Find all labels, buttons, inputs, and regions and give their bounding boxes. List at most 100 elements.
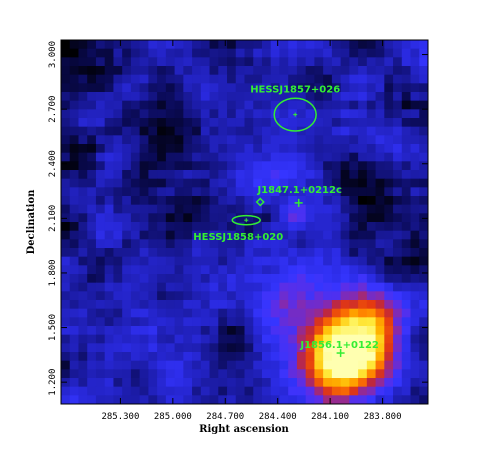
map-pixel bbox=[331, 343, 342, 353]
map-pixel bbox=[157, 83, 167, 93]
map-pixel bbox=[261, 352, 272, 362]
map-pixel bbox=[349, 334, 359, 344]
map-pixel bbox=[192, 161, 202, 171]
map-pixel bbox=[130, 83, 141, 93]
map-pixel bbox=[401, 92, 412, 102]
map-pixel bbox=[61, 204, 71, 214]
map-pixel bbox=[174, 222, 184, 232]
map-pixel bbox=[61, 135, 71, 145]
map-pixel bbox=[305, 204, 316, 214]
map-pixel bbox=[375, 135, 385, 145]
map-pixel bbox=[174, 83, 184, 93]
map-pixel bbox=[314, 291, 324, 301]
map-pixel bbox=[157, 395, 167, 404]
map-pixel bbox=[183, 300, 193, 310]
map-pixel bbox=[314, 57, 324, 67]
map-pixel bbox=[209, 135, 219, 145]
map-pixel bbox=[130, 178, 141, 188]
map-pixel bbox=[78, 170, 88, 180]
map-pixel bbox=[157, 256, 167, 266]
map-pixel bbox=[419, 135, 428, 145]
map-pixel bbox=[104, 395, 115, 404]
map-pixel bbox=[174, 248, 184, 258]
map-pixel bbox=[78, 334, 88, 344]
map-pixel bbox=[165, 222, 176, 232]
map-pixel bbox=[340, 144, 350, 154]
map-pixel bbox=[87, 256, 97, 266]
map-pixel bbox=[375, 326, 385, 336]
map-pixel bbox=[349, 204, 359, 214]
map-pixel bbox=[209, 170, 219, 180]
map-pixel bbox=[104, 204, 115, 214]
map-pixel bbox=[279, 334, 289, 344]
map-pixel bbox=[192, 74, 202, 84]
map-pixel bbox=[113, 135, 123, 145]
map-pixel bbox=[95, 161, 106, 171]
map-pixel bbox=[279, 256, 289, 266]
map-pixel bbox=[174, 378, 184, 388]
map-pixel bbox=[314, 204, 324, 214]
map-pixel bbox=[69, 222, 80, 232]
source-label: HESSJ1857+026 bbox=[250, 85, 340, 96]
map-pixel bbox=[296, 230, 307, 240]
map-pixel bbox=[393, 178, 403, 188]
map-pixel bbox=[209, 144, 219, 154]
map-pixel bbox=[61, 300, 71, 310]
map-pixel bbox=[235, 300, 246, 310]
map-pixel bbox=[157, 274, 167, 284]
map-pixel bbox=[279, 213, 289, 223]
map-pixel bbox=[331, 213, 342, 223]
map-pixel bbox=[78, 222, 88, 232]
map-pixel bbox=[200, 196, 211, 206]
map-pixel bbox=[366, 378, 377, 388]
map-pixel bbox=[165, 378, 176, 388]
map-pixel bbox=[174, 343, 184, 353]
x-tick-label: 285.000 bbox=[154, 412, 192, 422]
map-pixel bbox=[261, 83, 272, 93]
map-pixel bbox=[122, 48, 132, 58]
map-pixel bbox=[253, 66, 263, 76]
map-pixel bbox=[227, 83, 237, 93]
map-pixel bbox=[235, 343, 246, 353]
map-pixel bbox=[419, 152, 428, 162]
map-pixel bbox=[393, 40, 403, 50]
map-pixel bbox=[174, 352, 184, 362]
map-pixel bbox=[340, 274, 350, 284]
map-pixel bbox=[244, 352, 254, 362]
map-pixel bbox=[261, 386, 272, 396]
map-pixel bbox=[235, 213, 246, 223]
map-pixel bbox=[192, 196, 202, 206]
map-pixel bbox=[419, 48, 428, 58]
map-pixel bbox=[270, 352, 281, 362]
map-pixel bbox=[87, 204, 97, 214]
map-pixel bbox=[157, 239, 167, 249]
map-pixel bbox=[227, 378, 237, 388]
map-pixel bbox=[61, 352, 71, 362]
map-pixel bbox=[331, 40, 342, 50]
map-pixel bbox=[192, 57, 202, 67]
map-pixel bbox=[314, 317, 324, 327]
map-pixel bbox=[349, 170, 359, 180]
map-pixel bbox=[393, 360, 403, 370]
map-pixel bbox=[419, 239, 428, 249]
map-pixel bbox=[218, 40, 228, 50]
map-pixel bbox=[139, 57, 149, 67]
map-pixel bbox=[157, 291, 167, 301]
map-pixel bbox=[393, 135, 403, 145]
map-pixel bbox=[279, 230, 289, 240]
map-pixel bbox=[113, 291, 123, 301]
map-pixel bbox=[87, 48, 97, 58]
map-pixel bbox=[235, 57, 246, 67]
map-pixel bbox=[192, 109, 202, 119]
map-pixel bbox=[87, 74, 97, 84]
map-pixel bbox=[227, 291, 237, 301]
map-pixel bbox=[192, 343, 202, 353]
y-tick-label: 1.500 bbox=[48, 314, 58, 341]
map-pixel bbox=[87, 248, 97, 258]
map-pixel bbox=[183, 213, 193, 223]
map-pixel bbox=[192, 144, 202, 154]
map-pixel bbox=[139, 40, 149, 50]
map-pixel bbox=[69, 334, 80, 344]
map-pixel bbox=[183, 265, 193, 275]
map-pixel bbox=[331, 274, 342, 284]
